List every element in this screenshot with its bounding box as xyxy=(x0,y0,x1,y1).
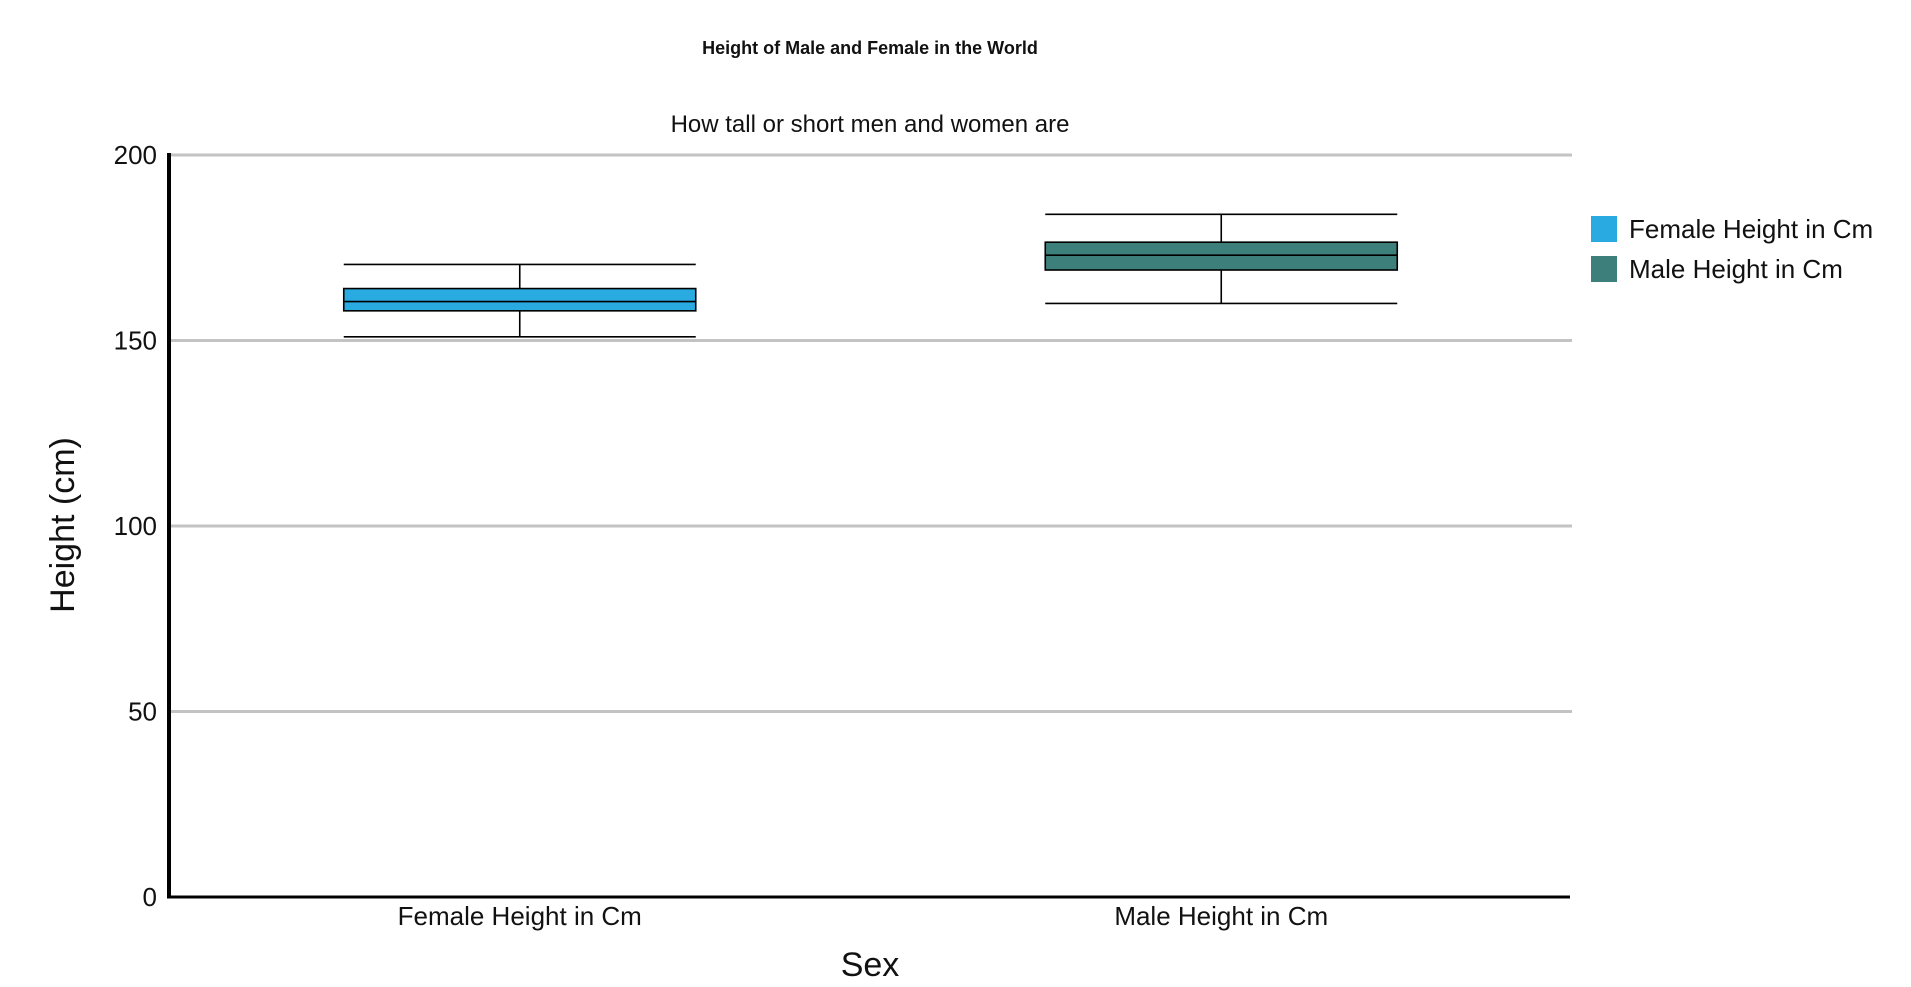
legend-item: Male Height in Cm xyxy=(1591,254,1843,284)
legend: Female Height in Cm Male Height in Cm xyxy=(1591,214,1873,284)
y-tick-label: 100 xyxy=(114,511,157,541)
x-axis-title: Sex xyxy=(841,946,900,984)
y-tick-label: 0 xyxy=(143,882,157,912)
box-male xyxy=(1044,213,1399,305)
box-series xyxy=(342,213,1399,338)
legend-label: Female Height in Cm xyxy=(1629,214,1873,244)
x-category-label: Male Height in Cm xyxy=(1114,901,1328,931)
legend-item: Female Height in Cm xyxy=(1591,214,1873,244)
chart-title: Height of Male and Female in the World xyxy=(702,38,1038,58)
x-axis-categories: Female Height in Cm Male Height in Cm xyxy=(398,901,1329,931)
y-tick-label: 50 xyxy=(128,697,157,727)
y-axis-ticks: 0 50 100 150 200 xyxy=(114,140,157,912)
legend-swatch xyxy=(1591,216,1617,242)
y-tick-label: 200 xyxy=(114,140,157,170)
chart-subtitle: How tall or short men and women are xyxy=(671,111,1070,138)
box-iqr xyxy=(342,287,697,312)
box-iqr xyxy=(1044,241,1399,271)
legend-swatch xyxy=(1591,256,1617,282)
grid-lines xyxy=(169,153,1572,713)
box-female xyxy=(342,263,697,338)
x-category-label: Female Height in Cm xyxy=(398,901,642,931)
legend-label: Male Height in Cm xyxy=(1629,254,1843,284)
y-axis-title: Height (cm) xyxy=(44,437,82,613)
y-tick-label: 150 xyxy=(114,326,157,356)
